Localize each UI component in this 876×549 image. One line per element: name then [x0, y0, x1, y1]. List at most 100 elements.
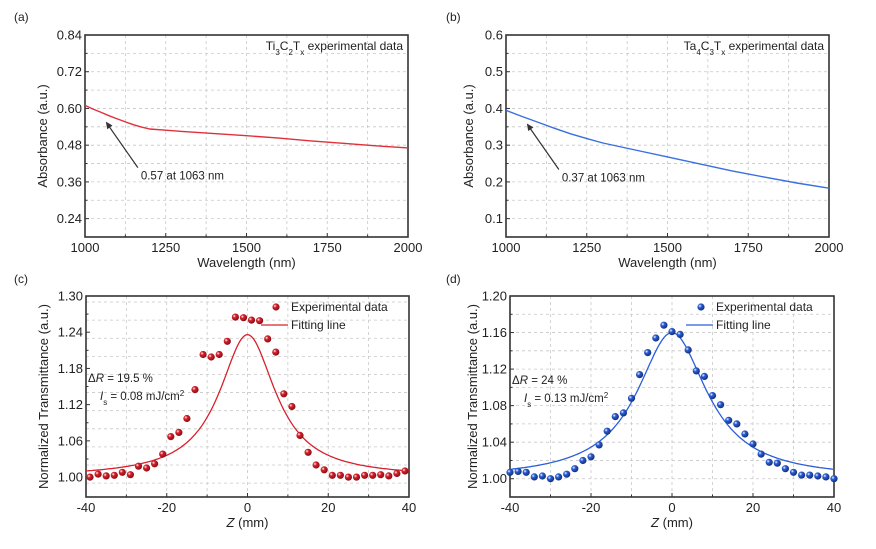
is-symbol: I — [524, 393, 528, 405]
data-point — [369, 471, 377, 479]
legend-label: Ta4C3Tx experimental data — [684, 39, 825, 57]
data-point — [692, 367, 700, 375]
data-point — [636, 371, 644, 379]
data-point — [385, 472, 393, 480]
legend-text-part: Ta — [684, 39, 697, 53]
x-tick-label: -40 — [77, 500, 96, 515]
panel-d: (d) -40 -20 0 20 40 1.00 1.04 1.08 1.12 1.16 1.20 Z … — [446, 272, 841, 530]
data-point — [159, 450, 167, 458]
panel-b: (b) 1000 1250 1500 1750 2000 0.1 0.2 0.3 0.4 0.5 0.… — [446, 10, 843, 270]
annotation-arrow-shaft — [529, 127, 560, 170]
data-point — [627, 394, 636, 402]
y-tick-label: 1.00 — [58, 470, 83, 485]
y-tick-label: 1.12 — [482, 362, 507, 377]
legend-text-part: T — [293, 39, 301, 53]
panel-label: (b) — [446, 10, 461, 24]
data-point — [587, 453, 595, 461]
data-point — [619, 409, 628, 417]
data-point — [143, 464, 151, 472]
y-axis-label: Absorbance (a.u.) — [35, 84, 50, 187]
y-tick-label: 0.6 — [485, 28, 503, 43]
data-point — [175, 428, 183, 436]
x-tick-label: 0 — [668, 500, 675, 515]
data-point — [708, 392, 717, 400]
data-point — [563, 470, 571, 478]
delta-r-value: = 24 % — [528, 375, 567, 387]
legend-text-part: experimental data — [725, 39, 824, 53]
data-point — [595, 441, 603, 449]
x-axis-label-symbol: Z — [650, 515, 660, 530]
y-tick-label: 1.18 — [58, 361, 83, 376]
y-tick-label: 0.72 — [57, 64, 82, 79]
is-superscript: 2 — [180, 389, 185, 398]
y-tick-label: 1.00 — [482, 471, 507, 486]
legend-text-part: C — [701, 39, 710, 53]
grid — [510, 296, 834, 497]
y-tick-label: 1.24 — [58, 325, 83, 340]
delta-symbol: Δ — [512, 375, 520, 387]
data-point — [798, 471, 806, 479]
panel-label: (c) — [14, 272, 28, 286]
data-point — [102, 472, 110, 480]
data-point — [86, 473, 94, 481]
data-point — [579, 456, 587, 465]
legend-subscript: 3 — [275, 48, 280, 57]
absorbance-curve — [84, 104, 409, 149]
data-point — [199, 350, 207, 359]
legend-label-experimental: Experimental data — [291, 300, 388, 314]
data-point — [352, 473, 361, 481]
y-axis-label: Normalized Transmittance (a.u.) — [36, 304, 51, 489]
annotation-label: 0.37 at 1063 nm — [562, 172, 645, 184]
data-point — [822, 473, 830, 481]
y-tick-label: 1.12 — [58, 397, 83, 412]
y-axis-label: Absorbance (a.u.) — [461, 84, 476, 187]
delta-r-symbol: R — [96, 373, 104, 385]
legend-text-part: T — [714, 39, 722, 53]
data-point — [644, 349, 652, 357]
data-point — [167, 433, 175, 441]
x-tick-label: 20 — [321, 500, 335, 515]
is-superscript: 2 — [604, 391, 609, 400]
data-point — [344, 473, 352, 481]
delta-r-label: ΔR = 24 % — [512, 375, 567, 387]
data-point — [215, 350, 223, 359]
y-tick-label: 0.60 — [57, 101, 82, 116]
data-point — [151, 460, 159, 468]
data-point — [328, 471, 336, 479]
data-point — [668, 328, 676, 336]
x-tick-label: 2000 — [394, 240, 423, 255]
data-point — [789, 468, 798, 476]
x-tick-label: 1500 — [653, 240, 682, 255]
data-point — [272, 348, 280, 356]
x-axis-label: Wavelength (nm) — [197, 255, 296, 270]
legend-subscript: x — [300, 48, 304, 57]
x-tick-label: 1750 — [734, 240, 763, 255]
data-point — [110, 471, 118, 479]
x-axis-label-symbol: Z — [226, 515, 236, 530]
data-point — [806, 471, 814, 479]
absorbance-curve — [505, 109, 830, 189]
legend-subscript: 2 — [288, 48, 293, 57]
panel-label: (a) — [14, 10, 29, 24]
data-point — [393, 469, 401, 478]
data-point — [280, 390, 288, 398]
delta-r-label: ΔR = 19.5 % — [88, 373, 153, 385]
x-axis-label: Z (mm) — [650, 515, 693, 530]
data-point — [304, 448, 312, 456]
legend-label-experimental: Experimental data — [716, 300, 813, 314]
legend-subscript: 4 — [696, 48, 701, 57]
legend-subscript: 3 — [709, 48, 714, 57]
panel-c: (c) -40 -20 0 20 40 1.00 1.06 1.12 1.18 1.24 1.30 Z … — [14, 272, 416, 530]
data-point — [538, 472, 547, 480]
panel-a: (a) 1000 1250 1500 1750 2000 0.24 0.36 0.48 0.60 0… — [14, 10, 422, 270]
legend-label-fitting: Fitting line — [291, 318, 346, 332]
y-axis-label: Normalized Transmittance (a.u.) — [465, 304, 480, 489]
legend-text-part: Ti — [266, 39, 276, 53]
x-tick-label: 1500 — [232, 240, 261, 255]
experimental-data-points — [506, 321, 838, 483]
data-point — [401, 467, 409, 475]
data-point — [555, 473, 563, 481]
x-axis-label-unit: (mm) — [659, 515, 693, 530]
x-tick-label: -20 — [582, 500, 601, 515]
